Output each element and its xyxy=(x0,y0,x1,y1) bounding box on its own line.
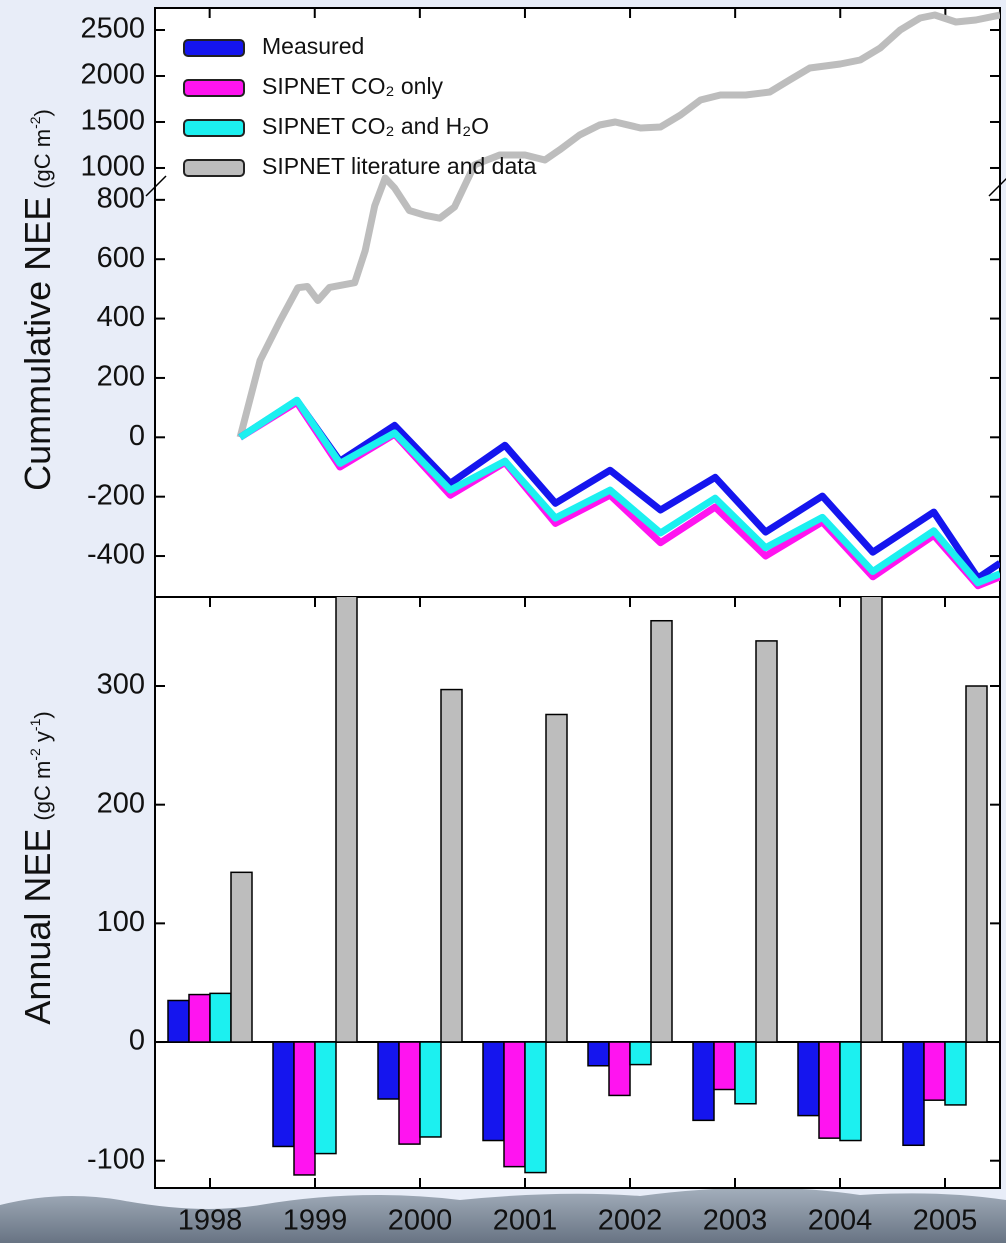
y-axis-title-unit: (gC m xyxy=(30,129,55,189)
bar xyxy=(503,1041,526,1168)
bar xyxy=(293,1041,316,1176)
bar xyxy=(167,999,190,1043)
series-line xyxy=(238,396,1000,587)
series-line xyxy=(238,397,1000,582)
bar xyxy=(839,1041,862,1142)
bar xyxy=(755,640,778,1043)
x-tick-label: 2004 xyxy=(808,1205,873,1237)
bar xyxy=(188,993,211,1043)
y-axis-title-main: Cummulative NEE xyxy=(17,197,58,491)
y-axis-title: Cummulative NEE (gC m-2) xyxy=(17,109,58,491)
y-tick-label: 1500 xyxy=(80,105,145,137)
y-tick-label: 400 xyxy=(97,301,145,333)
bar xyxy=(419,1041,442,1138)
x-tick-label: 2001 xyxy=(493,1205,558,1237)
y-axis-title-exp: -2 xyxy=(27,748,43,761)
bar xyxy=(482,1041,505,1142)
y-axis-title-end: ) xyxy=(30,711,55,718)
x-tick-label: 2003 xyxy=(703,1205,768,1237)
bar xyxy=(923,1041,946,1101)
y-tick-label: 200 xyxy=(97,361,145,393)
y-axis-title-main: Annual NEE xyxy=(17,829,58,1025)
axis-break xyxy=(145,175,167,197)
x-tick-label: 1998 xyxy=(178,1205,243,1237)
x-tick-label: 2000 xyxy=(388,1205,453,1237)
legend-label: SIPNET CO₂ and H₂O xyxy=(262,113,489,139)
bar xyxy=(692,1041,715,1122)
bar xyxy=(545,713,568,1043)
bar xyxy=(377,1041,400,1100)
bar xyxy=(713,1041,736,1091)
bar xyxy=(209,992,232,1043)
y-tick-label: 800 xyxy=(97,182,145,214)
x-tick-label: 2005 xyxy=(913,1205,978,1237)
y-axis-title-mid: y xyxy=(30,731,55,748)
bar xyxy=(314,1041,337,1155)
y-tick-label: -100 xyxy=(87,1143,145,1175)
bottom-panel: -100 0 100 200 300 1998 1999 2000 2001 2002 2003 20… xyxy=(87,597,1000,1237)
bar xyxy=(860,597,883,1043)
bar xyxy=(965,685,988,1043)
y-tick-label: -200 xyxy=(87,479,145,511)
y-tick-label: 2000 xyxy=(80,59,145,91)
y-tick-label: 600 xyxy=(97,242,145,274)
y-tick-label: 0 xyxy=(129,420,145,452)
series-line xyxy=(236,11,1000,439)
legend-label: Measured xyxy=(262,33,364,59)
bar xyxy=(272,1041,295,1148)
bar xyxy=(335,597,358,1043)
legend-label: SIPNET CO₂ only xyxy=(262,73,444,99)
x-tick-label: 1999 xyxy=(283,1205,348,1237)
legend-label: SIPNET literature and data xyxy=(262,153,537,179)
legend-swatch xyxy=(183,119,245,137)
bar xyxy=(944,1041,967,1106)
y-tick-label: 2500 xyxy=(80,13,145,45)
y-axis-title-unit: (gC m xyxy=(30,761,55,821)
y-tick-label: 0 xyxy=(129,1025,145,1057)
y-tick-label: 100 xyxy=(97,906,145,938)
plot-area-top xyxy=(154,7,1001,598)
bar xyxy=(524,1041,547,1174)
y-tick-label: -400 xyxy=(87,539,145,571)
bars xyxy=(155,597,1000,1176)
y-axis-title-exp: -1 xyxy=(27,718,43,731)
bar xyxy=(440,688,463,1043)
bar xyxy=(608,1041,631,1097)
x-tick-label: 2002 xyxy=(598,1205,663,1237)
y-tick-label: 300 xyxy=(97,669,145,701)
y-axis-title-exp: -2 xyxy=(27,116,43,129)
y-tick-label: 200 xyxy=(97,787,145,819)
bar xyxy=(629,1041,652,1066)
y-axis-title: Annual NEE (gC m-2 y-1) xyxy=(17,711,58,1024)
bar xyxy=(398,1041,421,1145)
legend-swatch xyxy=(183,39,245,57)
bar xyxy=(734,1041,757,1105)
bar xyxy=(818,1041,841,1139)
background-mountains xyxy=(0,1187,1006,1243)
bar xyxy=(797,1041,820,1117)
bar xyxy=(902,1041,925,1147)
bar xyxy=(650,619,673,1043)
lines xyxy=(236,11,1000,590)
y-axis-title-end: ) xyxy=(30,109,55,116)
y-tick-label: 1000 xyxy=(80,151,145,183)
legend-swatch xyxy=(183,159,245,177)
bar xyxy=(230,871,253,1043)
legend-swatch xyxy=(183,79,245,97)
bar xyxy=(587,1041,610,1067)
